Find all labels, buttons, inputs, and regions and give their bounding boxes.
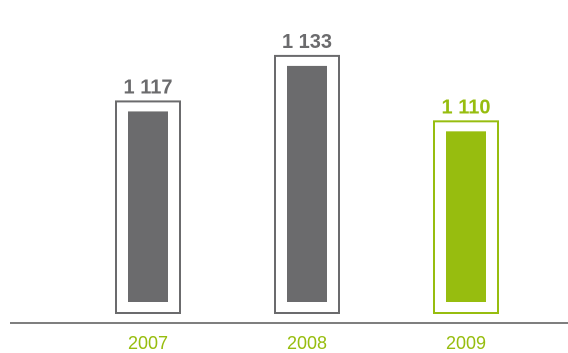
value-label-2009: 1 110 xyxy=(442,96,491,118)
value-label-2007: 1 117 xyxy=(124,76,173,98)
x-tick-label-2009: 2009 xyxy=(446,333,486,353)
bars-group: 1 117 2007 1 133 2008 1 110 2009 xyxy=(115,31,499,353)
bar-2009 xyxy=(446,131,486,302)
x-tick-label-2008: 2008 xyxy=(287,333,327,353)
bar-frame-2009 xyxy=(433,120,499,315)
bar-2007 xyxy=(128,111,168,302)
x-tick-label-2007: 2007 xyxy=(128,333,168,353)
value-label-2008: 1 133 xyxy=(282,31,332,53)
bar-frame-2007 xyxy=(115,100,181,314)
bar-frame-2008 xyxy=(274,54,340,315)
bar-2008 xyxy=(287,65,327,303)
